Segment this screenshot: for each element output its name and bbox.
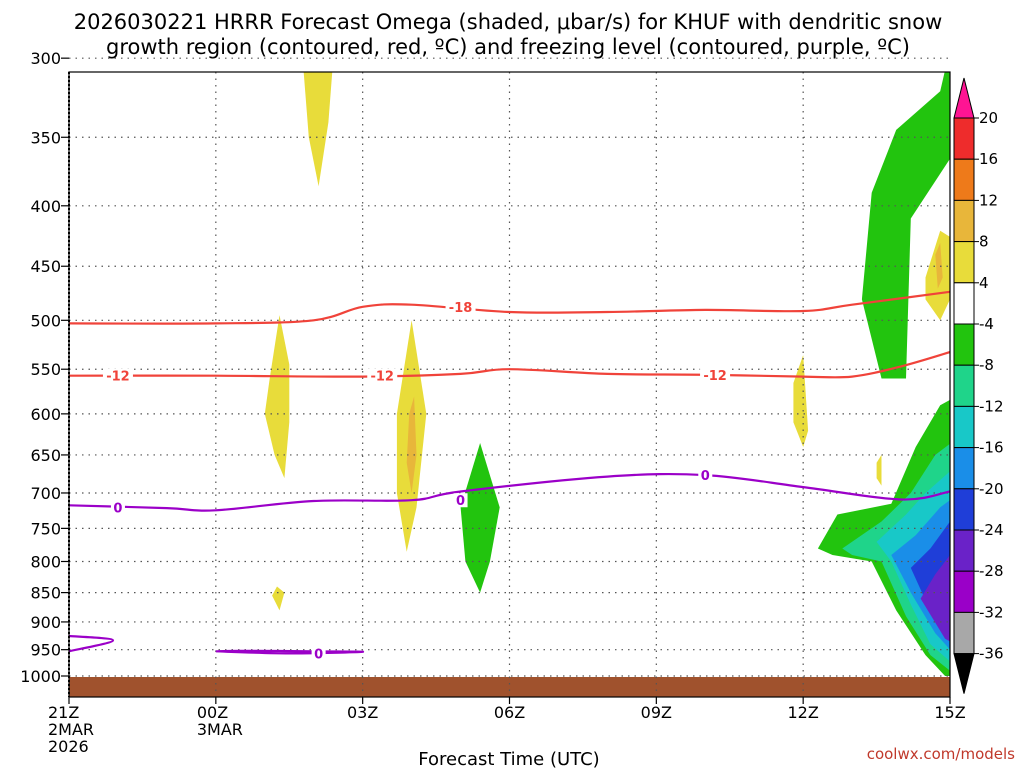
contour-labels: -18 -12 -12 -12 0 0 0 0 (102, 299, 731, 662)
chart-title-line-2: growth region (contoured, red, ºC) and f… (106, 35, 910, 59)
colorbar-swatch-4 (953, 241, 975, 284)
x-tick-label-0: 21Z 2MAR 2026 (48, 703, 94, 756)
colorbar-swatch-1 (953, 117, 975, 160)
colorbar-swatch-13 (953, 611, 975, 655)
omega-colorbar: 20 16 12 8 4 -4 -8 -12 -16 -20 -24 -28 -32 -36 (953, 77, 1004, 694)
contour-label-bg-5 (453, 493, 468, 508)
omega-region-4 (406, 396, 417, 493)
contour-line-1 (69, 351, 950, 379)
colorbar-swatch-12 (953, 570, 975, 613)
colorbar-swatch-10 (953, 488, 975, 531)
contour-line-4 (215, 649, 364, 655)
colorbar-swatch-2 (953, 158, 975, 201)
colorbar-label-9: -20 (979, 480, 1004, 498)
x-tick-label-3: 00Z 3MAR (197, 703, 243, 739)
colorbar-swatch-6 (953, 323, 975, 366)
contour-label-bg-1 (102, 368, 133, 383)
colorbar-label-8: -16 (979, 439, 1004, 457)
colorbar-swatch-7 (953, 364, 975, 407)
y-tick-label-800: 800 (30, 552, 61, 571)
grid-lines (69, 57, 950, 697)
contour-label-2: -12 (370, 370, 394, 385)
contour-label-1: -12 (106, 370, 130, 385)
omega-region-0 (303, 72, 333, 187)
colorbar-label-3: 8 (979, 233, 989, 251)
colorbar-label-13: -36 (979, 645, 1004, 663)
contour-label-bg-2 (367, 368, 398, 383)
x-tick-label-18: 15Z (934, 703, 965, 722)
credit-text: coolwx.com/models (867, 745, 1015, 763)
contour-label-bg-6 (698, 468, 713, 483)
y-tick-label-850: 850 (30, 584, 61, 603)
omega-region-10 (935, 242, 943, 289)
temperature-contours (69, 290, 950, 655)
y-tick-label-450: 450 (30, 257, 61, 276)
colorbar-label-11: -28 (979, 562, 1004, 580)
colorbar-bottom-arrow (953, 653, 975, 694)
colorbar-label-7: -12 (979, 397, 1004, 415)
colorbar-swatch-8 (953, 405, 975, 449)
contour-label-3: -12 (703, 369, 727, 384)
y-tick-label-1000: 1000 (20, 667, 61, 686)
contour-line-0 (69, 290, 950, 325)
y-tick-label-600: 600 (30, 405, 61, 424)
x-axis-time-ticks: 21Z 2MAR 2026 00Z 3MAR 03Z 06Z 09Z 12Z 15Z (48, 697, 966, 756)
omega-region-1 (264, 315, 290, 479)
y-tick-label-500: 500 (30, 311, 61, 330)
omega-region-13 (970, 0, 1009, 289)
y-tick-label-700: 700 (30, 484, 61, 503)
contour-label-4: 0 (113, 501, 122, 516)
colorbar-label-2: 12 (979, 191, 998, 209)
chart-title-line-1: 2026030221 HRRR Forecast Omega (shaded, … (74, 10, 943, 34)
x-tick-label-15: 12Z (788, 703, 819, 722)
y-axis-pressure-ticks: 2503003504004505005506006507007508008509… (20, 49, 69, 686)
x-tick-label-12: 09Z (641, 703, 672, 722)
colorbar-label-1: 16 (979, 150, 998, 168)
colorbar-swatch-9 (953, 447, 975, 490)
colorbar-swatch-3 (953, 199, 975, 243)
colorbar-swatch-5 (953, 282, 975, 325)
colorbar-label-4: 4 (979, 274, 989, 292)
y-tick-label-300: 300 (30, 49, 61, 68)
omega-region-2 (272, 586, 285, 611)
y-tick-label-950: 950 (30, 641, 61, 660)
x-tick-label-6: 03Z (347, 703, 378, 722)
contour-label-0: -18 (449, 301, 473, 316)
colorbar-swatch-11 (953, 529, 975, 572)
contour-line-3 (69, 634, 115, 653)
contour-label-bg-0 (445, 299, 476, 314)
omega-region-5 (460, 443, 500, 593)
colorbar-label-0: 20 (979, 109, 998, 127)
contour-label-7: 0 (314, 647, 323, 662)
y-tick-label-650: 650 (30, 446, 61, 465)
y-tick-label-400: 400 (30, 197, 61, 216)
contour-line-2 (69, 472, 950, 512)
omega-region-20 (920, 555, 950, 642)
y-tick-label-550: 550 (30, 360, 61, 379)
ground-terrain (69, 677, 950, 697)
colorbar-label-5: -4 (979, 315, 994, 333)
colorbar-label-6: -8 (979, 356, 994, 374)
y-tick-label-350: 350 (30, 128, 61, 147)
omega-region-14 (989, 0, 1009, 152)
contour-label-5: 0 (456, 494, 465, 509)
colorbar-label-10: -24 (979, 521, 1004, 539)
x-tick-label-9: 06Z (494, 703, 525, 722)
omega-region-12 (861, 72, 950, 379)
omega-region-29 (1006, 431, 1008, 478)
colorbar-label-12: -32 (979, 603, 1004, 621)
contour-label-bg-3 (700, 367, 731, 382)
colorbar-top-arrow (953, 77, 975, 119)
contour-label-bg-7 (311, 646, 326, 661)
omega-region-6 (793, 355, 809, 447)
contour-label-6: 0 (701, 469, 710, 484)
y-tick-label-750: 750 (30, 519, 61, 538)
omega-shading (264, 0, 1009, 676)
contour-label-bg-4 (110, 500, 125, 515)
omega-region-8 (876, 454, 882, 486)
x-axis-label: Forecast Time (UTC) (418, 749, 599, 768)
y-tick-label-900: 900 (30, 613, 61, 632)
